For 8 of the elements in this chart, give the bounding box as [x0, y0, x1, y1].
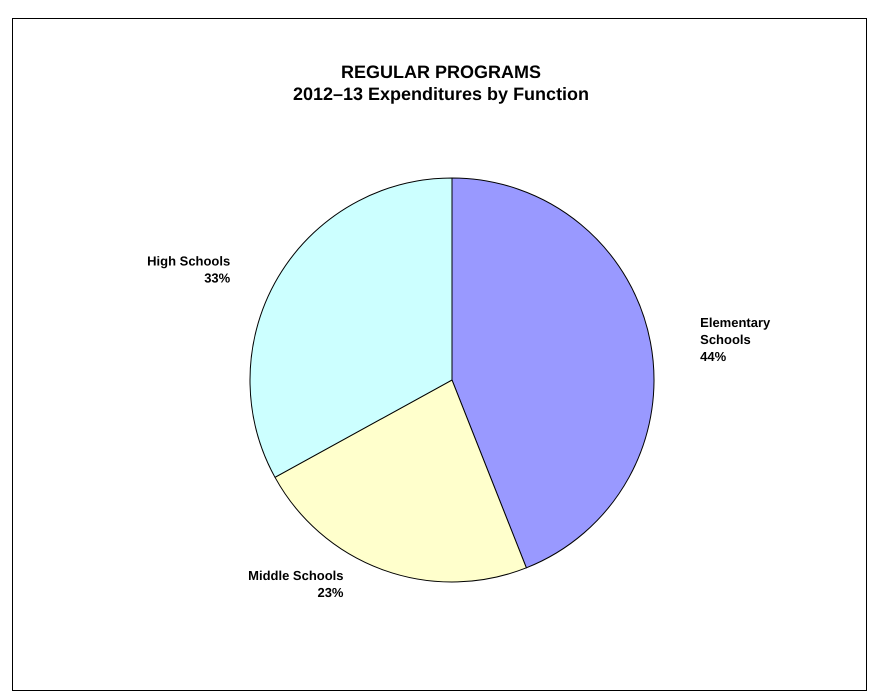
- slice-label: Middle Schools: [248, 568, 344, 584]
- slice-label: High Schools: [147, 254, 230, 269]
- chart-title: REGULAR PROGRAMS: [340, 62, 542, 82]
- chart-subtitle: 2012–13 Expenditures by Function: [292, 84, 590, 104]
- data-label: 44%: [700, 348, 727, 364]
- data-label: 33%: [204, 270, 231, 286]
- slice-label: Elementary Schools: [700, 314, 774, 347]
- data-label: 23%: [317, 585, 344, 600]
